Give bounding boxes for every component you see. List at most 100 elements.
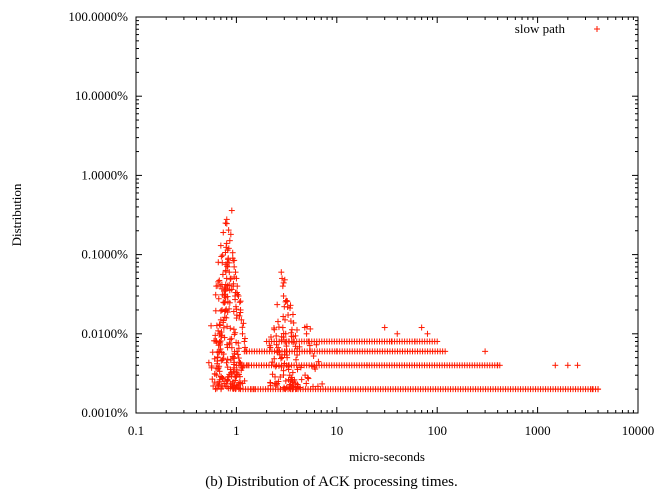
data-point	[241, 377, 248, 384]
data-point	[308, 363, 315, 370]
data-point	[224, 263, 231, 270]
data-point	[216, 368, 223, 375]
data-point	[224, 376, 231, 383]
y-axis-ticks: 0.0010% 0.0100% 0.1000% 1.0000% 10.0000% 100.…	[68, 9, 638, 420]
data-point	[294, 345, 301, 352]
data-point	[220, 324, 227, 331]
data-point	[234, 351, 241, 358]
data-point	[226, 282, 233, 289]
data-point	[275, 324, 282, 331]
data-point	[278, 269, 285, 276]
x-tick-label: 100	[427, 423, 447, 438]
data-point	[283, 384, 290, 391]
data-point	[226, 259, 233, 266]
data-point	[221, 380, 228, 387]
series-slow-path	[205, 207, 602, 393]
data-point	[221, 334, 228, 341]
data-point	[227, 276, 234, 283]
data-point	[290, 333, 297, 340]
y-tick-label: 0.0100%	[81, 326, 128, 341]
data-point	[222, 307, 229, 314]
data-point	[589, 386, 596, 393]
data-point	[233, 315, 240, 322]
data-point	[238, 316, 245, 323]
data-point	[231, 257, 238, 264]
data-point	[275, 362, 282, 369]
data-point	[294, 366, 301, 373]
data-point	[213, 365, 220, 372]
data-point	[231, 263, 238, 270]
y-tick-label: 0.1000%	[81, 247, 128, 262]
data-point	[212, 337, 219, 344]
data-point	[305, 375, 312, 382]
data-point	[230, 326, 237, 333]
data-point	[310, 353, 317, 360]
data-point	[205, 359, 212, 366]
data-point	[237, 309, 244, 316]
data-point	[216, 321, 223, 328]
data-point	[280, 293, 287, 300]
data-point	[364, 362, 371, 369]
data-point	[424, 330, 431, 337]
data-point	[279, 275, 286, 282]
data-point	[242, 344, 249, 351]
data-point	[222, 220, 229, 227]
data-point	[280, 279, 287, 286]
data-point	[271, 380, 278, 387]
y-tick-label: 100.0000%	[68, 9, 128, 24]
data-point	[212, 332, 219, 339]
data-point	[312, 366, 319, 373]
data-point	[305, 338, 312, 345]
data-point	[274, 318, 281, 325]
data-point	[277, 355, 284, 362]
data-point	[222, 249, 229, 256]
data-point	[294, 351, 301, 358]
data-point	[232, 374, 239, 381]
data-point	[418, 324, 425, 331]
data-point	[282, 316, 289, 323]
data-point	[231, 331, 238, 338]
data-point	[283, 352, 290, 359]
data-point	[297, 364, 304, 371]
data-point	[283, 343, 290, 350]
data-point	[394, 330, 401, 337]
data-point	[236, 299, 243, 306]
data-point	[214, 282, 221, 289]
data-point	[208, 322, 215, 329]
data-point	[223, 341, 230, 348]
data-point	[228, 207, 235, 214]
data-point	[275, 344, 282, 351]
data-point	[219, 252, 226, 259]
data-point	[227, 357, 234, 364]
data-point	[217, 322, 224, 329]
x-tick-label: 1000	[525, 423, 551, 438]
data-point	[269, 359, 276, 366]
x-axis-label: micro-seconds	[349, 449, 425, 464]
data-point	[227, 336, 234, 343]
data-point	[307, 325, 314, 332]
data-point	[232, 289, 239, 296]
data-point	[269, 371, 276, 378]
legend-marker	[594, 26, 600, 32]
data-point	[314, 383, 321, 390]
data-point	[229, 353, 236, 360]
data-point	[216, 338, 223, 345]
data-point	[223, 314, 230, 321]
data-point	[564, 362, 571, 369]
data-point	[228, 369, 235, 376]
data-point	[388, 338, 395, 345]
data-point	[224, 298, 231, 305]
data-point	[217, 345, 224, 352]
y-tick-label: 0.0010%	[81, 405, 128, 420]
data-point	[228, 344, 235, 351]
data-point	[303, 323, 310, 330]
data-point	[280, 330, 287, 337]
data-point	[226, 287, 233, 294]
data-point	[220, 317, 227, 324]
data-point	[211, 371, 218, 378]
data-point	[231, 273, 238, 280]
data-point	[235, 381, 242, 388]
data-point	[225, 227, 232, 234]
data-point	[224, 356, 231, 363]
